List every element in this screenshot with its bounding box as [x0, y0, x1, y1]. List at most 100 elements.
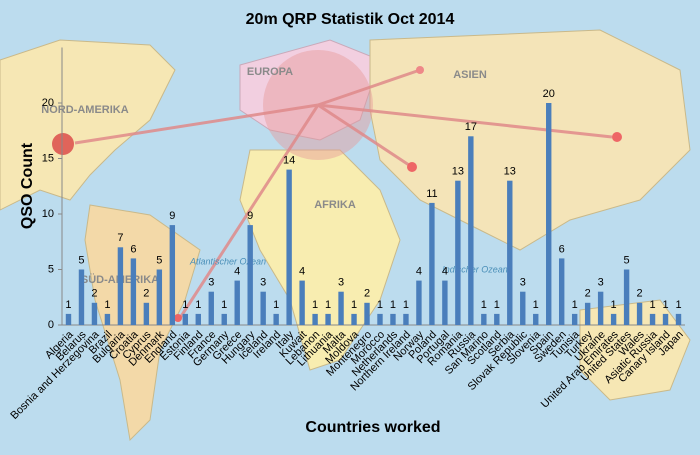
y-axis-title: QSO Count — [19, 142, 36, 229]
bar — [91, 302, 98, 325]
value-label: 3 — [520, 277, 526, 289]
bar — [533, 313, 539, 325]
bar — [117, 247, 124, 325]
bar — [169, 225, 176, 325]
value-label: 1 — [611, 299, 617, 311]
bar — [584, 302, 591, 325]
value-label: 1 — [312, 299, 318, 311]
bar — [610, 313, 617, 325]
bar — [325, 313, 331, 325]
value-label: 1 — [65, 299, 71, 311]
bar — [65, 313, 72, 325]
bar — [247, 225, 253, 325]
value-label: 6 — [130, 243, 136, 255]
bar — [416, 280, 422, 325]
value-label: 1 — [182, 299, 188, 311]
value-label: 1 — [481, 299, 487, 311]
y-tick-label: 10 — [42, 208, 54, 220]
bar — [494, 313, 500, 325]
value-label: 1 — [494, 299, 500, 311]
bar — [195, 313, 201, 325]
bar — [429, 202, 435, 325]
bar — [182, 313, 189, 325]
map-label: NORD-AMERIKA — [41, 104, 128, 116]
bar — [78, 269, 85, 325]
map-label: Indischer Ozean — [442, 264, 508, 274]
value-label: 2 — [637, 288, 643, 300]
bar — [221, 313, 227, 325]
value-label: 1 — [351, 299, 357, 311]
bar — [273, 313, 279, 325]
value-label: 1 — [273, 299, 279, 311]
value-label: 1 — [377, 299, 383, 311]
y-tick-label: 15 — [42, 152, 54, 164]
value-label: 1 — [104, 299, 110, 311]
value-label: 1 — [221, 299, 227, 311]
bar — [364, 302, 370, 325]
bar — [623, 269, 630, 325]
value-label: 9 — [169, 210, 175, 222]
map-label: EUROPA — [247, 66, 293, 78]
value-label: 1 — [195, 299, 201, 311]
bar — [662, 313, 669, 325]
bar — [468, 136, 474, 325]
bar — [208, 291, 214, 325]
y-tick-label: 20 — [42, 97, 54, 109]
bar — [649, 313, 656, 325]
value-label: 13 — [504, 166, 516, 178]
value-label: 20 — [543, 88, 555, 100]
bar — [143, 302, 150, 325]
value-label: 3 — [338, 277, 344, 289]
x-axis-title: Countries worked — [305, 419, 440, 436]
bar — [260, 291, 266, 325]
y-tick-label: 5 — [48, 263, 54, 275]
bar — [520, 291, 526, 325]
bar — [481, 313, 487, 325]
value-label: 3 — [260, 277, 266, 289]
value-label: 4 — [299, 266, 305, 278]
value-label: 1 — [533, 299, 539, 311]
bar — [156, 269, 163, 325]
bar — [675, 313, 682, 325]
value-label: 7 — [117, 232, 123, 244]
value-label: 1 — [390, 299, 396, 311]
bar — [390, 313, 396, 325]
value-label: 2 — [585, 288, 591, 300]
value-label: 5 — [78, 254, 84, 266]
value-label: 1 — [649, 299, 655, 311]
bar — [558, 258, 565, 325]
bar — [130, 258, 137, 325]
value-label: 4 — [234, 266, 240, 278]
bar — [403, 313, 409, 325]
bar — [636, 302, 643, 325]
bar — [234, 280, 240, 325]
bar — [312, 313, 318, 325]
bar — [571, 313, 578, 325]
bar — [507, 180, 513, 325]
value-label: 9 — [247, 210, 253, 222]
value-label: 2 — [364, 288, 370, 300]
value-label: 4 — [416, 266, 422, 278]
value-label: 5 — [624, 254, 630, 266]
value-label: 3 — [208, 277, 214, 289]
value-label: 5 — [156, 254, 162, 266]
value-label: 1 — [403, 299, 409, 311]
bar — [597, 291, 604, 325]
value-label: 1 — [662, 299, 668, 311]
value-label: 3 — [598, 277, 604, 289]
bar — [377, 313, 383, 325]
value-label: 6 — [559, 243, 565, 255]
value-label: 2 — [91, 288, 97, 300]
y-tick-label: 0 — [48, 319, 54, 331]
bar — [338, 291, 344, 325]
chart-title: 20m QRP Statistik Oct 2014 — [246, 11, 455, 28]
bar — [104, 313, 111, 325]
bar — [442, 280, 448, 325]
bar — [546, 103, 552, 325]
bar — [455, 180, 461, 325]
bar — [299, 280, 305, 325]
value-label: 1 — [325, 299, 331, 311]
bar — [351, 313, 357, 325]
